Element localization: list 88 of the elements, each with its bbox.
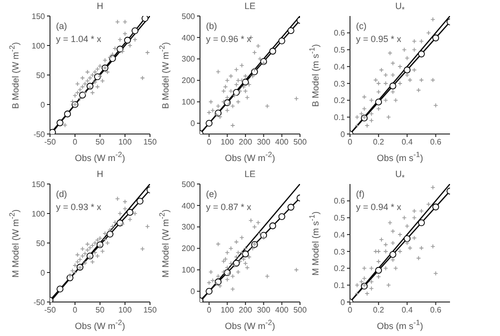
- chart-title: U$_{*}$: [394, 1, 406, 14]
- chart-title: H: [96, 1, 104, 11]
- y-tick-label: 0.3: [334, 79, 346, 88]
- x-tick-label: 500: [293, 306, 308, 315]
- y-tick-label: 0: [40, 100, 46, 110]
- y-tick-label: 0.2: [334, 96, 346, 106]
- y-tick-label: 50: [36, 70, 46, 80]
- y-tick-label: 200: [182, 244, 196, 254]
- y-tick-label: 150: [32, 12, 46, 21]
- y-tick-label: 0.4: [334, 62, 346, 72]
- x-tick-label: 0: [348, 138, 353, 147]
- annotation: y = 0.95 * x: [356, 34, 402, 44]
- y-tick-label: 300: [182, 54, 196, 64]
- chart-title: LE: [243, 1, 256, 11]
- y-tick-label: 0.5: [334, 46, 346, 55]
- x-axis-title: Obs (W m$^{-2}$): [74, 318, 126, 331]
- annotation: y = 0.96 * x: [206, 34, 252, 44]
- x-axis-title: Obs (m s$^{-1}$): [376, 150, 424, 163]
- y-tick-label: -50: [33, 130, 46, 139]
- y-tick-label: 0: [190, 119, 196, 128]
- x-axis-title: Obs (W m$^{-2}$): [224, 318, 276, 331]
- y-tick-label: 0.2: [334, 264, 346, 274]
- x-tick-label: 150: [143, 306, 158, 315]
- x-axis-title: Obs (W m$^{-2}$): [224, 150, 276, 163]
- annotation: (d): [56, 189, 67, 199]
- y-tick-label: 400: [182, 33, 196, 42]
- x-tick-label: 0.4: [402, 306, 414, 315]
- x-tick-label: 200: [238, 306, 253, 315]
- x-tick-label: 100: [220, 138, 234, 147]
- y-tick-label: 0: [340, 298, 346, 307]
- x-tick-label: 0.4: [402, 138, 414, 147]
- y-tick-label: 0.3: [334, 247, 346, 256]
- y-tick-label: -50: [33, 298, 46, 307]
- y-tick-label: 0.4: [334, 230, 346, 240]
- annotation: y = 0.87 * x: [206, 202, 252, 212]
- y-tick-label: 150: [32, 180, 46, 189]
- chart-title: H: [96, 169, 104, 179]
- y-tick-label: 200: [182, 76, 196, 86]
- y-tick-label: 0: [40, 268, 46, 278]
- y-tick-label: 100: [182, 266, 196, 275]
- x-tick-label: 300: [256, 306, 271, 315]
- y-tick-label: 100: [32, 41, 46, 50]
- x-tick-label: 0: [72, 138, 78, 147]
- y-tick-label: 500: [182, 180, 196, 189]
- y-tick-label: 0.6: [334, 28, 346, 38]
- x-tick-label: 300: [256, 138, 271, 147]
- x-tick-label: 150: [143, 138, 158, 147]
- annotation: (a): [56, 21, 67, 31]
- x-tick-label: 100: [118, 306, 132, 315]
- annotation: y = 1.04 * x: [56, 34, 102, 44]
- x-axis-title: Obs (W m$^{-2}$): [74, 150, 126, 163]
- x-tick-label: 0: [206, 138, 212, 147]
- y-tick-label: 400: [182, 201, 196, 210]
- y-tick-label: 500: [182, 12, 196, 21]
- x-axis-title: Obs (m s$^{-1}$): [376, 318, 424, 331]
- x-tick-label: 400: [275, 138, 290, 147]
- x-tick-label: 50: [96, 138, 105, 147]
- chart-title: LE: [243, 169, 256, 179]
- x-tick-label: 500: [293, 138, 308, 147]
- x-tick-label: 0.6: [430, 306, 442, 315]
- x-tick-label: 0: [348, 306, 353, 315]
- x-tick-label: 0.6: [430, 138, 442, 147]
- annotation: y = 0.94 * x: [356, 202, 402, 212]
- x-tick-label: 0.2: [373, 138, 385, 147]
- y-tick-label: 50: [36, 238, 46, 248]
- x-tick-label: 100: [118, 138, 132, 147]
- x-tick-label: 0: [72, 306, 78, 315]
- chart-title: U$_{*}$: [394, 169, 406, 182]
- y-tick-label: 0: [340, 130, 346, 139]
- annotation: (c): [356, 21, 366, 31]
- annotation: (b): [206, 21, 217, 31]
- x-tick-label: 50: [96, 306, 105, 315]
- y-tick-label: 0.1: [334, 112, 346, 122]
- x-tick-label: 200: [238, 138, 253, 147]
- y-tick-label: 0.5: [334, 214, 346, 223]
- y-tick-label: 300: [182, 222, 196, 232]
- x-tick-label: 0: [206, 306, 212, 315]
- x-tick-label: 100: [220, 306, 234, 315]
- annotation: (f): [356, 189, 364, 199]
- y-tick-label: 0.6: [334, 196, 346, 206]
- y-tick-label: 100: [32, 209, 46, 218]
- x-tick-label: 0.2: [373, 306, 385, 315]
- y-tick-label: 100: [182, 98, 196, 107]
- annotation: y = 0.93 * x: [56, 202, 102, 212]
- y-tick-label: 0: [190, 287, 196, 296]
- y-tick-label: 0.1: [334, 280, 346, 290]
- annotation: (e): [206, 189, 217, 199]
- x-tick-label: 400: [275, 306, 290, 315]
